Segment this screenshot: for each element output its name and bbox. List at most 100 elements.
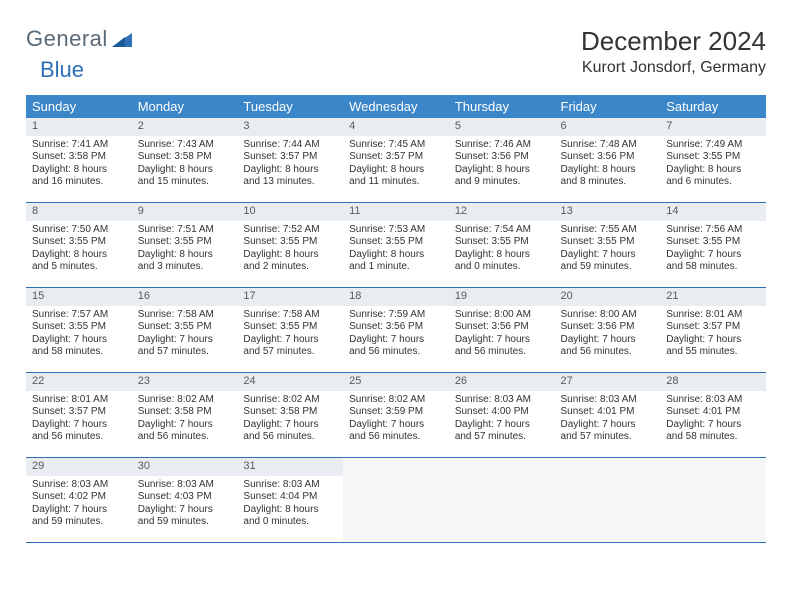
calendar-day-cell	[449, 458, 555, 543]
calendar-day-cell: 19Sunrise: 8:00 AMSunset: 3:56 PMDayligh…	[449, 288, 555, 373]
calendar-day-cell: 22Sunrise: 8:01 AMSunset: 3:57 PMDayligh…	[26, 373, 132, 458]
calendar-day-cell: 2Sunrise: 7:43 AMSunset: 3:58 PMDaylight…	[132, 118, 238, 203]
day-detail-line: and 56 minutes.	[243, 431, 337, 444]
calendar-day-cell: 31Sunrise: 8:03 AMSunset: 4:04 PMDayligh…	[237, 458, 343, 543]
day-details: Sunrise: 7:54 AMSunset: 3:55 PMDaylight:…	[449, 221, 555, 278]
day-details: Sunrise: 7:43 AMSunset: 3:58 PMDaylight:…	[132, 136, 238, 193]
day-number: 22	[26, 373, 132, 391]
calendar-day-cell: 25Sunrise: 8:02 AMSunset: 3:59 PMDayligh…	[343, 373, 449, 458]
day-detail-line: Daylight: 7 hours	[666, 419, 760, 432]
day-details: Sunrise: 8:02 AMSunset: 3:58 PMDaylight:…	[237, 391, 343, 448]
day-details: Sunrise: 7:50 AMSunset: 3:55 PMDaylight:…	[26, 221, 132, 278]
day-detail-line: Sunrise: 8:03 AM	[32, 479, 126, 492]
day-detail-line: Sunrise: 7:59 AM	[349, 309, 443, 322]
day-detail-line: Daylight: 8 hours	[243, 249, 337, 262]
day-number: 6	[555, 118, 661, 136]
day-detail-line: and 56 minutes.	[32, 431, 126, 444]
day-detail-line: and 0 minutes.	[455, 261, 549, 274]
calendar-week-row: 8Sunrise: 7:50 AMSunset: 3:55 PMDaylight…	[26, 203, 766, 288]
calendar-day-cell	[343, 458, 449, 543]
day-detail-line: Sunset: 3:55 PM	[243, 236, 337, 249]
day-detail-line: Daylight: 8 hours	[349, 164, 443, 177]
day-detail-line: Sunset: 3:55 PM	[666, 236, 760, 249]
day-detail-line: Daylight: 8 hours	[138, 164, 232, 177]
day-detail-line: and 57 minutes.	[243, 346, 337, 359]
day-detail-line: Sunrise: 8:00 AM	[455, 309, 549, 322]
day-number: 30	[132, 458, 238, 476]
calendar-week-row: 15Sunrise: 7:57 AMSunset: 3:55 PMDayligh…	[26, 288, 766, 373]
day-details: Sunrise: 7:55 AMSunset: 3:55 PMDaylight:…	[555, 221, 661, 278]
calendar-day-cell: 6Sunrise: 7:48 AMSunset: 3:56 PMDaylight…	[555, 118, 661, 203]
weekday-header-row: Sunday Monday Tuesday Wednesday Thursday…	[26, 95, 766, 118]
day-detail-line: Sunset: 3:56 PM	[455, 151, 549, 164]
day-details: Sunrise: 7:58 AMSunset: 3:55 PMDaylight:…	[237, 306, 343, 363]
day-detail-line: Daylight: 7 hours	[138, 419, 232, 432]
weekday-header: Monday	[132, 95, 238, 118]
day-detail-line: Sunrise: 7:58 AM	[138, 309, 232, 322]
day-detail-line: Daylight: 7 hours	[666, 249, 760, 262]
day-detail-line: Sunrise: 7:56 AM	[666, 224, 760, 237]
day-detail-line: and 56 minutes.	[561, 346, 655, 359]
calendar-day-cell: 9Sunrise: 7:51 AMSunset: 3:55 PMDaylight…	[132, 203, 238, 288]
day-detail-line: Sunset: 3:59 PM	[349, 406, 443, 419]
day-details: Sunrise: 8:03 AMSunset: 4:03 PMDaylight:…	[132, 476, 238, 533]
day-number: 21	[660, 288, 766, 306]
calendar-week-row: 22Sunrise: 8:01 AMSunset: 3:57 PMDayligh…	[26, 373, 766, 458]
calendar-day-cell: 20Sunrise: 8:00 AMSunset: 3:56 PMDayligh…	[555, 288, 661, 373]
day-detail-line: Sunset: 4:02 PM	[32, 491, 126, 504]
day-detail-line: Sunrise: 7:43 AM	[138, 139, 232, 152]
day-detail-line: Sunrise: 8:02 AM	[243, 394, 337, 407]
calendar-day-cell: 10Sunrise: 7:52 AMSunset: 3:55 PMDayligh…	[237, 203, 343, 288]
day-detail-line: Daylight: 8 hours	[349, 249, 443, 262]
day-number: 25	[343, 373, 449, 391]
day-detail-line: Sunrise: 7:54 AM	[455, 224, 549, 237]
day-detail-line: Sunset: 3:57 PM	[243, 151, 337, 164]
day-detail-line: and 5 minutes.	[32, 261, 126, 274]
day-detail-line: and 56 minutes.	[138, 431, 232, 444]
day-number: 1	[26, 118, 132, 136]
day-details: Sunrise: 7:56 AMSunset: 3:55 PMDaylight:…	[660, 221, 766, 278]
day-details: Sunrise: 7:53 AMSunset: 3:55 PMDaylight:…	[343, 221, 449, 278]
day-detail-line: Daylight: 8 hours	[32, 249, 126, 262]
day-detail-line: Sunset: 3:56 PM	[561, 151, 655, 164]
calendar-day-cell: 11Sunrise: 7:53 AMSunset: 3:55 PMDayligh…	[343, 203, 449, 288]
day-detail-line: Sunrise: 8:03 AM	[666, 394, 760, 407]
day-detail-line: Sunrise: 7:49 AM	[666, 139, 760, 152]
day-detail-line: Daylight: 8 hours	[561, 164, 655, 177]
day-detail-line: Daylight: 7 hours	[666, 334, 760, 347]
day-number: 23	[132, 373, 238, 391]
day-number: 24	[237, 373, 343, 391]
day-detail-line: Daylight: 7 hours	[561, 419, 655, 432]
day-detail-line: Sunrise: 8:01 AM	[666, 309, 760, 322]
day-detail-line: and 58 minutes.	[666, 261, 760, 274]
calendar-day-cell: 30Sunrise: 8:03 AMSunset: 4:03 PMDayligh…	[132, 458, 238, 543]
day-detail-line: and 13 minutes.	[243, 176, 337, 189]
day-detail-line: and 56 minutes.	[349, 346, 443, 359]
day-detail-line: Daylight: 8 hours	[243, 164, 337, 177]
day-detail-line: Sunrise: 8:03 AM	[243, 479, 337, 492]
day-details: Sunrise: 7:51 AMSunset: 3:55 PMDaylight:…	[132, 221, 238, 278]
day-detail-line: and 59 minutes.	[32, 516, 126, 529]
day-detail-line: Daylight: 7 hours	[138, 334, 232, 347]
day-detail-line: Sunrise: 8:03 AM	[455, 394, 549, 407]
day-detail-line: Sunset: 3:55 PM	[561, 236, 655, 249]
day-detail-line: Sunrise: 8:02 AM	[349, 394, 443, 407]
logo-word1: General	[26, 26, 108, 52]
day-number: 29	[26, 458, 132, 476]
day-detail-line: Sunset: 3:58 PM	[32, 151, 126, 164]
day-number: 4	[343, 118, 449, 136]
day-detail-line: and 2 minutes.	[243, 261, 337, 274]
day-detail-line: Daylight: 8 hours	[243, 504, 337, 517]
calendar-day-cell: 16Sunrise: 7:58 AMSunset: 3:55 PMDayligh…	[132, 288, 238, 373]
day-detail-line: Sunset: 3:55 PM	[349, 236, 443, 249]
calendar-day-cell: 3Sunrise: 7:44 AMSunset: 3:57 PMDaylight…	[237, 118, 343, 203]
day-detail-line: Daylight: 7 hours	[32, 419, 126, 432]
day-details: Sunrise: 7:44 AMSunset: 3:57 PMDaylight:…	[237, 136, 343, 193]
calendar-day-cell: 7Sunrise: 7:49 AMSunset: 3:55 PMDaylight…	[660, 118, 766, 203]
day-detail-line: and 9 minutes.	[455, 176, 549, 189]
day-detail-line: Daylight: 7 hours	[349, 334, 443, 347]
day-details: Sunrise: 7:41 AMSunset: 3:58 PMDaylight:…	[26, 136, 132, 193]
day-detail-line: Sunset: 3:55 PM	[32, 321, 126, 334]
day-details: Sunrise: 7:59 AMSunset: 3:56 PMDaylight:…	[343, 306, 449, 363]
month-title: December 2024	[581, 26, 766, 57]
